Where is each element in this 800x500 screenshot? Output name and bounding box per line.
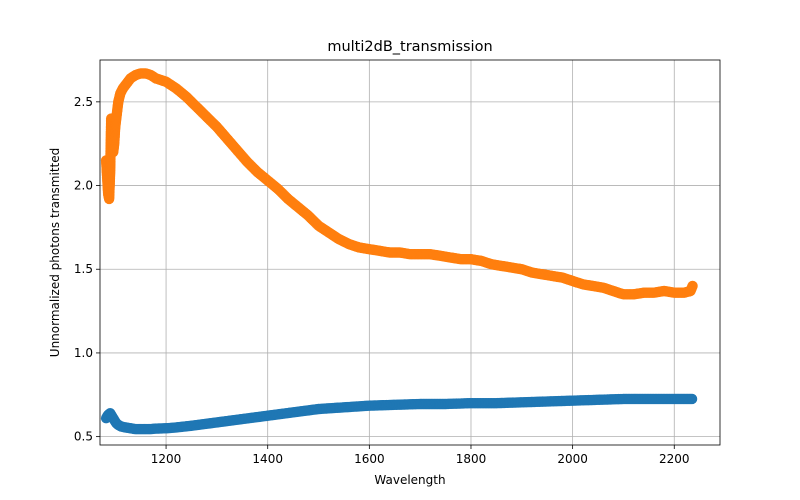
plot-frame [99, 59, 721, 446]
y-tick-label: 1.5 [74, 262, 93, 276]
series-blue [100, 393, 698, 435]
y-tick-label: 0.5 [74, 430, 93, 444]
y-tick-label: 1.0 [74, 346, 93, 360]
x-tick-label: 2200 [659, 452, 690, 466]
x-tick-label: 1600 [354, 452, 385, 466]
x-tick-label: 2000 [557, 452, 588, 466]
x-tick-label: 1400 [252, 452, 283, 466]
y-axis-label: Unnormalized photons transmitted [48, 148, 62, 357]
x-axis-label: Wavelength [374, 473, 445, 487]
series-layer [100, 68, 698, 435]
chart-title: multi2dB_transmission [327, 39, 492, 55]
data-point [687, 280, 698, 292]
y-tick-label: 2.0 [74, 179, 93, 193]
series-orange [100, 68, 698, 300]
y-tick-label: 2.5 [74, 95, 93, 109]
tick-layer: 1200 1400 1600 1800 2000 2200 0.5 1.0 1.5 2.0 2.5 [74, 95, 690, 466]
x-tick-label: 1200 [151, 452, 182, 466]
data-point [686, 393, 698, 405]
x-tick-label: 1800 [456, 452, 487, 466]
